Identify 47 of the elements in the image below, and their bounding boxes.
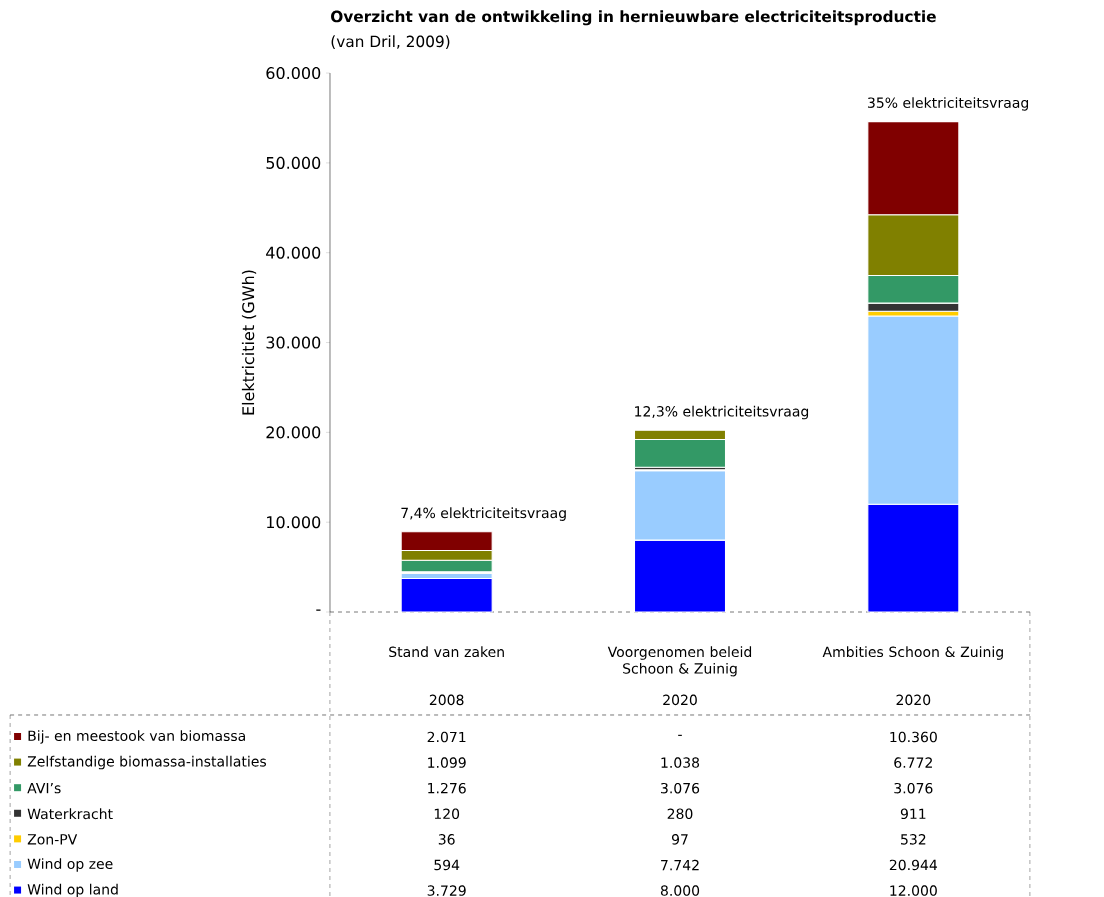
- data-label: 3.729: [427, 885, 466, 896]
- y-tick-label: 30.000: [266, 336, 321, 349]
- data-label: 280: [667, 808, 693, 820]
- data-label: 2.071: [427, 731, 466, 743]
- data-label: 3.076: [661, 782, 700, 794]
- text: 2020: [896, 694, 931, 706]
- legend-label: Wind op land: [27, 883, 118, 897]
- legend-label: Zon-PV: [27, 834, 78, 845]
- legend-label: Waterkracht: [27, 808, 113, 820]
- y-tick-label: 40.000: [266, 246, 321, 259]
- data-label: 36: [438, 834, 455, 845]
- data-label: 7.742: [661, 859, 699, 871]
- chart-subtitle: (van Dril, 2009): [331, 35, 450, 50]
- data-label: 20.944: [889, 859, 938, 871]
- data-label: 1.099: [428, 757, 466, 768]
- data-label: 911: [900, 808, 926, 820]
- data-label: 6.772: [894, 757, 932, 768]
- chart-title: Overzicht van de ontwikkeling in hernieuwbare electriciteitsproductie: [331, 10, 936, 26]
- text: 2020: [663, 694, 697, 706]
- text: 2008: [429, 694, 464, 706]
- data-label: 10.360: [890, 731, 937, 743]
- y-tick-label: 50.000: [266, 156, 321, 169]
- annotation: 7,4% elektriciteitsvraag: [401, 507, 566, 521]
- y-tick-label: 20.000: [266, 426, 321, 439]
- data-label: 12.000: [890, 885, 937, 896]
- legend-label: Wind op zee: [27, 858, 113, 872]
- data-label: 3.076: [894, 782, 933, 794]
- data-label: 97: [671, 834, 688, 845]
- y-tick-label: 10.000: [267, 516, 321, 529]
- data-label: 1.276: [428, 782, 466, 794]
- legend-label: Zelfstandige biomassa-installaties: [27, 755, 267, 770]
- text: -: [678, 734, 682, 736]
- data-label: 594: [434, 859, 460, 871]
- y-tick-label: -: [316, 609, 321, 611]
- data-label: 532: [901, 834, 926, 845]
- y-tick-label: 60.000: [266, 67, 321, 80]
- legend-label: Bij- en meestook van biomassa: [28, 730, 245, 744]
- data-label: 8.000: [660, 885, 700, 896]
- x-tick-label: Stand van zaken: [389, 646, 504, 658]
- x-tick-label: Voorgenomen beleid Schoon & Zuinig: [607, 646, 752, 677]
- data-label: 120: [434, 808, 460, 820]
- y-axis-title: Elektricitiet (GWh): [241, 270, 257, 415]
- data-label: 1.038: [661, 757, 700, 768]
- legend-label: AVI’s: [27, 782, 61, 794]
- annotation: 35% elektriciteitsvraag: [868, 97, 1029, 111]
- x-tick-label: Ambities Schoon & Zuinig: [822, 646, 1003, 660]
- annotation: 12,3% elektriciteitsvraag: [635, 405, 809, 420]
